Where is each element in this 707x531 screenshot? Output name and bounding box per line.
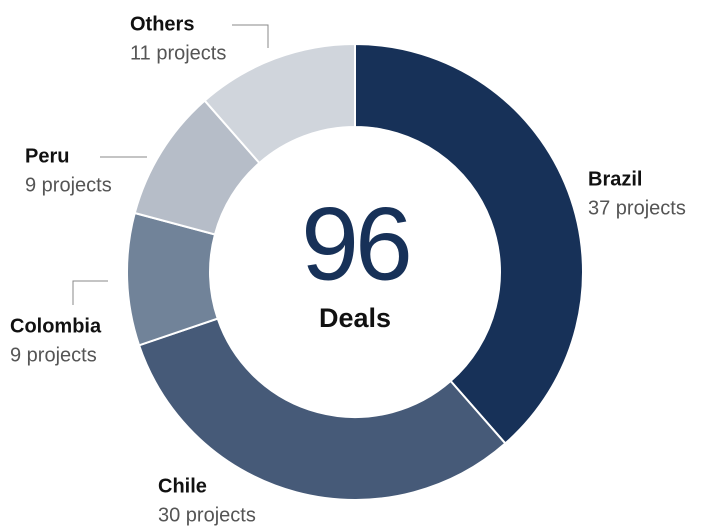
slice-value-label: 11 projects: [130, 42, 226, 64]
slice-name: Colombia: [10, 315, 102, 337]
center-label: Deals: [319, 303, 391, 333]
slice-value-label: 9 projects: [10, 344, 97, 366]
slice-value-label: 30 projects: [158, 504, 256, 526]
slice: [203, 42, 356, 165]
slice-value-label: 37 projects: [588, 197, 686, 219]
slice: [137, 317, 507, 501]
leader-line: [232, 24, 269, 48]
slice-value-label: 9 projects: [25, 174, 112, 196]
slice-name: Brazil: [588, 168, 642, 190]
slice: [354, 42, 584, 445]
leader-line: [72, 280, 108, 305]
center-total: 96: [301, 186, 409, 302]
slice-name: Peru: [25, 145, 69, 167]
slice-name: Others: [130, 13, 194, 35]
slices: [126, 42, 584, 501]
slice-name: Chile: [158, 475, 207, 497]
